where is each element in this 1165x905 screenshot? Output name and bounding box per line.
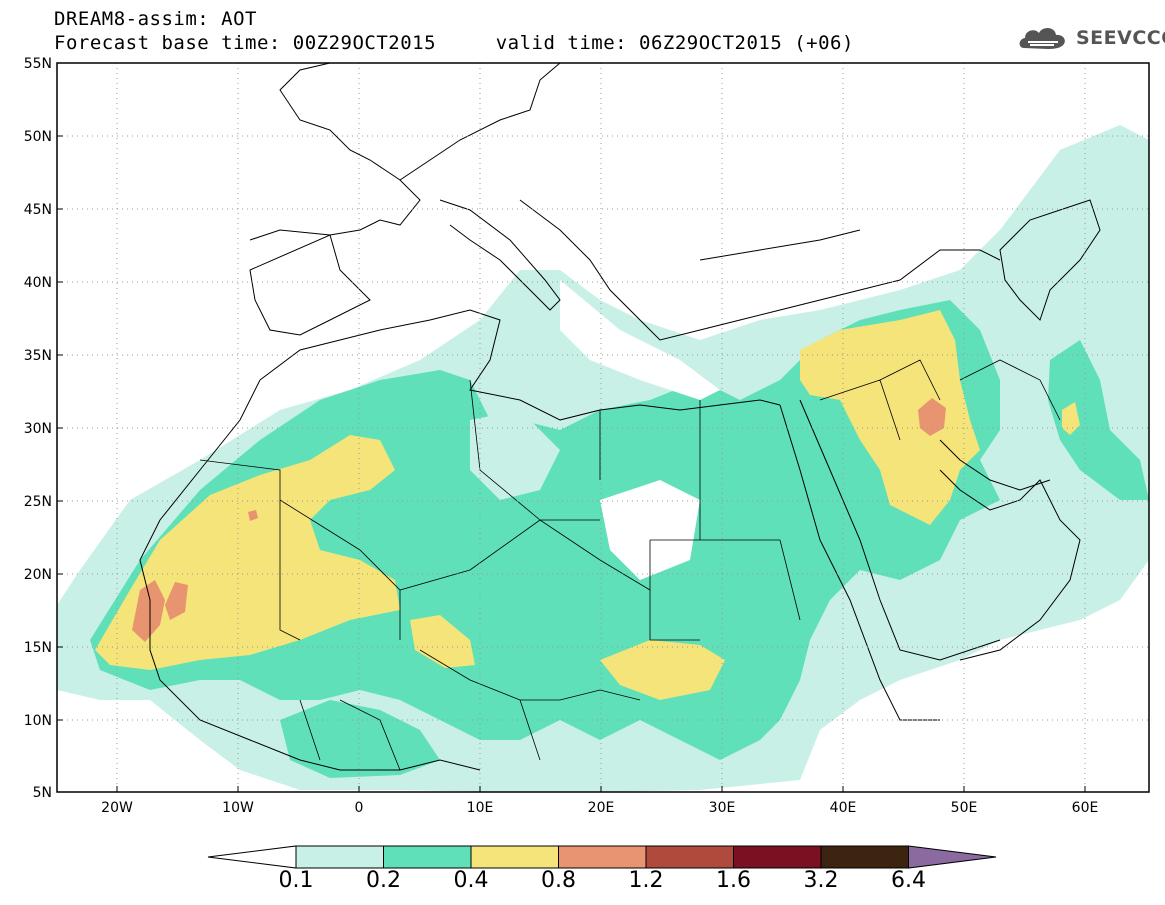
- aot-clear-sahara: [470, 410, 560, 500]
- aot-band-0.8-west2: [165, 582, 188, 620]
- lon-label: 60E: [1072, 800, 1099, 816]
- lon-label: 30E: [709, 800, 736, 816]
- aot-fields: [57, 125, 1149, 792]
- lat-label: 55N: [24, 56, 52, 72]
- aot-clear-libya: [600, 480, 700, 580]
- lat-label: 5N: [33, 785, 52, 801]
- coastline-balkans: [519, 199, 1001, 341]
- colorbar-segment: [383, 845, 472, 869]
- colorbar-label: 0.8: [541, 868, 576, 893]
- aot-clear-med: [560, 280, 720, 400]
- lat-label: 10N: [24, 713, 52, 729]
- aot-band-0.8-spot: [248, 510, 258, 521]
- colorbar-segment: [470, 845, 559, 869]
- colorbar-segment: [645, 845, 734, 869]
- coastline-europe: [249, 63, 561, 336]
- aot-band-0.4-iran: [1062, 402, 1080, 435]
- graticule: [57, 63, 1149, 792]
- aot-band-0.4-chad: [600, 640, 725, 700]
- lon-label: 0: [355, 800, 364, 816]
- coastline-arabia: [939, 469, 1081, 661]
- lat-label: 50N: [24, 129, 52, 145]
- coastline-italy: [439, 199, 561, 311]
- latitude-labels: 55N 50N 45N 40N 35N 30N 25N 20N 15N 10N …: [24, 56, 52, 801]
- coastline-red-sea: [779, 399, 1001, 721]
- coastline-caspian: [999, 199, 1101, 321]
- map-title: DREAM8-assim: AOT: [54, 8, 257, 30]
- coastline-north-africa: [259, 309, 781, 421]
- cloud-logo-icon: [1019, 27, 1065, 49]
- lat-label: 35N: [24, 348, 52, 364]
- lon-label: 20E: [588, 800, 615, 816]
- colorbar-label: 3.2: [803, 868, 839, 893]
- coastlines-borders: [139, 63, 1101, 771]
- country-borders: [199, 359, 1061, 771]
- colorbar-label: 0.4: [453, 868, 489, 893]
- colorbar-label: 1.2: [628, 868, 664, 893]
- seevccc-logo: SEEVCCC: [1018, 24, 1165, 54]
- lat-label: 25N: [24, 494, 52, 510]
- longitude-labels: 20W 10W 0 10E 20E 30E 40E 50E 60E: [101, 800, 1098, 816]
- lat-label: 20N: [24, 567, 52, 583]
- colorbar-arrow-left: [207, 845, 297, 869]
- lat-label: 45N: [24, 202, 52, 218]
- colorbar-label: 0.2: [366, 868, 401, 893]
- colorbar-label: 0.1: [278, 868, 314, 893]
- colorbar-arrow-right: [908, 845, 997, 869]
- lat-label: 15N: [24, 640, 52, 656]
- aot-band-0.4-sahel: [410, 615, 475, 668]
- colorbar-segment: [820, 845, 909, 869]
- lat-label: 30N: [24, 421, 52, 437]
- lon-label: 50E: [951, 800, 978, 816]
- coastline-west-africa: [139, 379, 481, 771]
- axis-ticks: [57, 62, 1086, 793]
- forecast-time-line: Forecast base time: 00Z29OCT2015 valid t…: [54, 32, 854, 54]
- aot-band-0.2-east: [1048, 340, 1149, 500]
- lon-label: 10W: [222, 800, 254, 816]
- aot-band-0.2: [90, 300, 1000, 760]
- aot-band-0.4-mideast: [800, 310, 980, 525]
- aot-band-0.8-iraq: [918, 398, 946, 436]
- colorbar-segment: [733, 845, 822, 869]
- colorbar-segment: [558, 845, 647, 869]
- colorbar-label: 6.4: [891, 868, 926, 893]
- logo-text: SEEVCCC: [1076, 27, 1165, 49]
- colorbar-segment: [295, 845, 384, 869]
- colorbar-label: 1.6: [716, 868, 751, 893]
- colorbar: [207, 845, 997, 869]
- lon-label: 40E: [830, 800, 857, 816]
- coastline-persian-gulf: [939, 439, 1051, 491]
- aot-band-0.2-south: [280, 700, 440, 778]
- lon-label: 10E: [467, 800, 494, 816]
- lon-label: 20W: [101, 800, 133, 816]
- lat-label: 40N: [24, 275, 52, 291]
- aot-band-0.8-west: [132, 580, 165, 642]
